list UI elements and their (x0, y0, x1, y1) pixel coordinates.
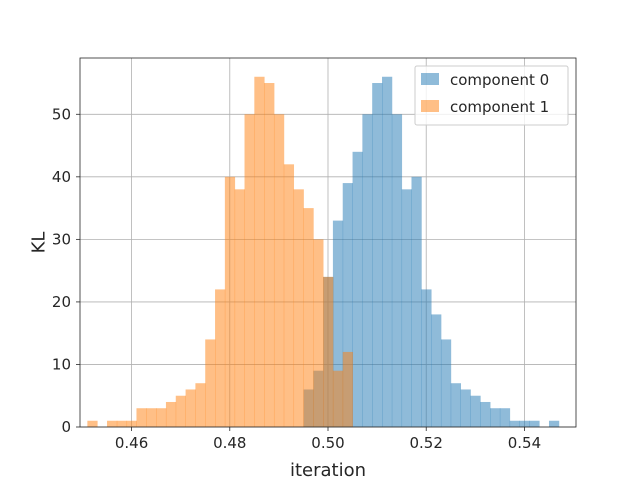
bar-component-0-bin-0.533 (490, 408, 501, 427)
bar-component-0-bin-0.509 (372, 83, 383, 427)
bar-component-1-bin-0.469 (175, 395, 186, 427)
y-tick-label: 0 (61, 418, 71, 436)
bar-component-1-bin-0.497 (313, 239, 324, 427)
bar-component-0-bin-0.517 (411, 176, 422, 427)
bar-component-1-bin-0.463 (146, 408, 157, 427)
bar-component-1-bin-0.461 (136, 408, 147, 427)
bar-component-1-bin-0.481 (234, 189, 245, 427)
x-tick-label: 0.50 (311, 434, 344, 452)
bar-component-1-bin-0.455 (107, 420, 118, 427)
bar-component-1-bin-0.501 (332, 370, 344, 427)
bar-component-0-bin-0.521 (431, 314, 442, 427)
bar-component-0-bin-0.523 (440, 339, 452, 427)
y-axis-label: KL (29, 232, 50, 254)
x-axis-label: iteration (290, 460, 366, 480)
bar-component-1-bin-0.483 (244, 114, 255, 427)
bar-component-1-bin-0.475 (205, 339, 216, 427)
bar-component-1-bin-0.487 (264, 83, 275, 427)
bar-component-1-bin-0.485 (254, 76, 265, 428)
bar-component-0-bin-0.527 (460, 389, 471, 427)
bar-component-0-bin-0.525 (450, 383, 461, 427)
bar-component-0-bin-0.501 (332, 220, 344, 427)
bar-component-1-bin-0.503 (342, 351, 353, 427)
bar-component-1-bin-0.493 (293, 189, 304, 427)
y-tick-label: 30 (52, 230, 71, 248)
bar-component-0-bin-0.505 (352, 151, 363, 428)
bar-component-1-bin-0.489 (273, 114, 285, 427)
y-tick-label: 40 (52, 168, 71, 186)
y-tick-label: 50 (52, 105, 71, 123)
y-tick-label: 10 (52, 355, 71, 373)
bar-component-1-bin-0.499 (323, 276, 334, 427)
x-tick-label: 0.48 (213, 434, 246, 452)
legend-swatch-component-0 (421, 73, 439, 85)
bar-component-1-bin-0.451 (87, 420, 98, 427)
x-tick-label: 0.54 (508, 434, 541, 452)
bar-component-1-bin-0.477 (215, 289, 226, 427)
bar-component-1-bin-0.465 (156, 408, 167, 427)
x-tick-label: 0.52 (410, 434, 443, 452)
bar-component-0-bin-0.513 (391, 114, 403, 427)
y-tick-label: 20 (52, 293, 71, 311)
bar-component-0-bin-0.535 (499, 408, 511, 427)
axis-ticks: 0.46 0.48 0.50 0.52 0.54 0 10 20 30 40 50 (52, 105, 541, 452)
bar-component-0-bin-0.519 (421, 289, 432, 427)
bar-component-0-bin-0.529 (470, 395, 481, 427)
bar-component-1-bin-0.495 (303, 208, 314, 427)
bar-component-0-bin-0.531 (480, 401, 491, 427)
bar-component-1-bin-0.467 (165, 401, 177, 427)
bar-component-0-bin-0.507 (362, 114, 373, 427)
legend-label-component-0: component 0 (450, 71, 549, 89)
bar-component-1-bin-0.459 (126, 420, 137, 427)
bar-component-0-bin-0.515 (401, 189, 412, 427)
bar-component-1-bin-0.473 (195, 383, 206, 427)
bar-component-0-bin-0.537 (509, 420, 520, 427)
bar-component-0-bin-0.541 (529, 420, 540, 427)
bar-component-1-bin-0.491 (283, 164, 295, 428)
legend-box (414, 65, 569, 126)
bar-component-0-bin-0.545 (548, 420, 560, 427)
x-tick-label: 0.46 (115, 434, 148, 452)
histogram-bars (87, 76, 560, 428)
bar-component-0-bin-0.539 (519, 420, 530, 427)
legend-label-component-1: component 1 (450, 98, 549, 116)
bar-component-1-bin-0.471 (185, 389, 196, 427)
bar-component-0-bin-0.511 (382, 76, 393, 428)
bar-component-0-bin-0.503 (342, 183, 353, 427)
bar-component-1-bin-0.479 (224, 176, 236, 427)
bar-component-1-bin-0.457 (116, 420, 128, 427)
legend: component 0 component 1 (414, 65, 569, 126)
legend-swatch-component-1 (421, 100, 439, 112)
